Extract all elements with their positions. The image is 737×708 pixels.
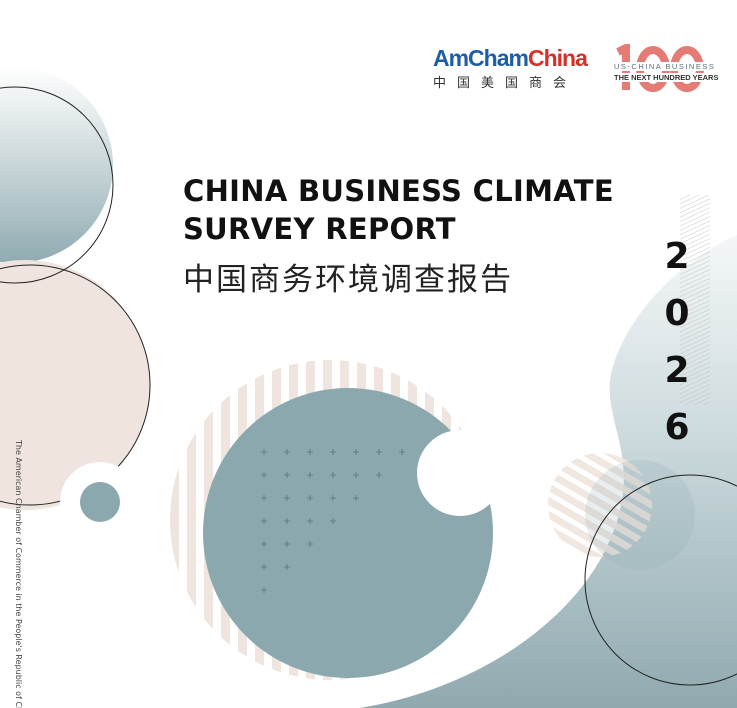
plus-mark: [284, 541, 290, 547]
white-cutout-circle: [417, 430, 503, 516]
shadow-circle: [585, 460, 695, 570]
centennial-logo: US-CHINA BUSINESS THE NEXT HUNDRED YEARS: [612, 44, 719, 94]
plus-mark: [330, 518, 336, 524]
year-digit: 6: [664, 407, 690, 448]
hatch-strip: [680, 195, 710, 405]
title-line2: SURVEY REPORT: [183, 212, 456, 246]
plus-mark: [307, 449, 313, 455]
plus-mark: [353, 449, 359, 455]
plus-mark: [330, 449, 336, 455]
teal-wave: [360, 235, 737, 708]
plus-mark: [284, 564, 290, 570]
plus-mark: [284, 472, 290, 478]
plus-mark: [353, 472, 359, 478]
plus-mark: [399, 449, 405, 455]
side-organization-text: The American Chamber of Commerce in the …: [14, 440, 23, 708]
plus-mark: [284, 518, 290, 524]
plus-mark: [261, 518, 267, 524]
year-digit: 2: [664, 350, 690, 391]
report-title: CHINA BUSINESS CLIMATE SURVEY REPORT 中国商…: [183, 172, 614, 299]
striped-circle-right: [548, 453, 652, 557]
title-line1: CHINA BUSINESS CLIMATE: [183, 174, 614, 208]
title-chinese: 中国商务环境调查报告: [183, 262, 513, 298]
beige-circle: [0, 260, 150, 510]
plus-mark: [284, 495, 290, 501]
centennial-line1: US-CHINA BUSINESS: [614, 62, 716, 71]
plus-mark: [261, 587, 267, 593]
plus-mark: [261, 472, 267, 478]
plus-mark: [261, 541, 267, 547]
plus-mark: [307, 495, 313, 501]
report-year: 2 0 2 6: [660, 228, 694, 456]
plus-mark: [261, 449, 267, 455]
centennial-line2: THE NEXT HUNDRED YEARS: [614, 73, 719, 82]
plus-mark: [353, 495, 359, 501]
plus-mark: [261, 564, 267, 570]
outline-circle-left: [0, 264, 151, 506]
plus-mark: [261, 495, 267, 501]
plus-mark: [307, 541, 313, 547]
plus-mark: [307, 472, 313, 478]
logo-amcham-text: AmCham: [433, 45, 529, 71]
plus-mark: [284, 449, 290, 455]
outline-circle-top: [0, 86, 114, 284]
year-digit: 0: [664, 293, 690, 334]
plus-mark: [376, 449, 382, 455]
plus-mark: [330, 495, 336, 501]
plus-mark: [376, 472, 382, 478]
outline-circle-right: [584, 474, 737, 686]
amcham-logo: AmChamChina 中国美国商会: [433, 45, 588, 91]
logo-china-text: China: [527, 45, 588, 71]
teal-dot: [80, 482, 120, 522]
logo-chinese-text: 中国美国商会: [433, 76, 578, 91]
year-digit: 2: [664, 236, 690, 277]
plus-mark: [307, 518, 313, 524]
plus-mark: [330, 472, 336, 478]
plus-grid: [261, 449, 405, 593]
